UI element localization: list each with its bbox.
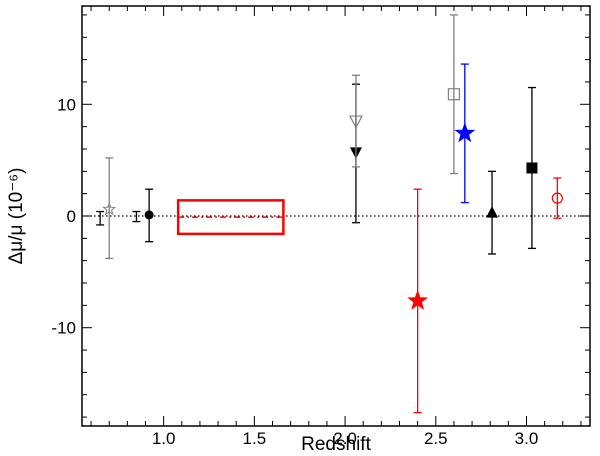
data-point [407, 188, 429, 414]
x-tick-label: 2.0 [333, 429, 357, 448]
data-points-layer [96, 14, 563, 414]
data-point [551, 177, 563, 219]
x-tick-label: 1.5 [243, 429, 267, 448]
data-point [102, 157, 117, 260]
data-point [132, 210, 141, 223]
x-tick-label: 3.0 [515, 429, 539, 448]
square-marker [526, 162, 538, 174]
star-marker [407, 289, 429, 310]
y-tick-label: -10 [51, 319, 76, 338]
data-point [348, 74, 363, 168]
y-tick-label: 0 [67, 207, 76, 226]
data-point [144, 188, 154, 243]
range-box-layer [176, 199, 285, 236]
data-point [447, 14, 461, 175]
x-tick-label: 1.0 [152, 429, 176, 448]
triangle-marker [348, 115, 363, 129]
y-tick-label: 10 [57, 95, 76, 114]
x-tick-label: 2.5 [424, 429, 448, 448]
y-axis-title: Δμ/μ (10⁻⁶) [6, 168, 27, 265]
star-marker [454, 122, 476, 143]
tick-layer: 1.0 1.5 2.0 2.5 3.0 -10 0 10 [51, 6, 590, 448]
star-marker [102, 201, 117, 216]
square-marker [447, 88, 461, 101]
circle-marker [551, 192, 563, 204]
data-point [486, 170, 499, 255]
triangle-marker [486, 206, 499, 218]
x-axis-title: Redshift [301, 434, 371, 455]
data-point [526, 86, 538, 250]
plot-frame [81, 5, 591, 427]
data-point [454, 63, 476, 204]
data-point [96, 210, 105, 226]
circle-marker [144, 210, 154, 220]
